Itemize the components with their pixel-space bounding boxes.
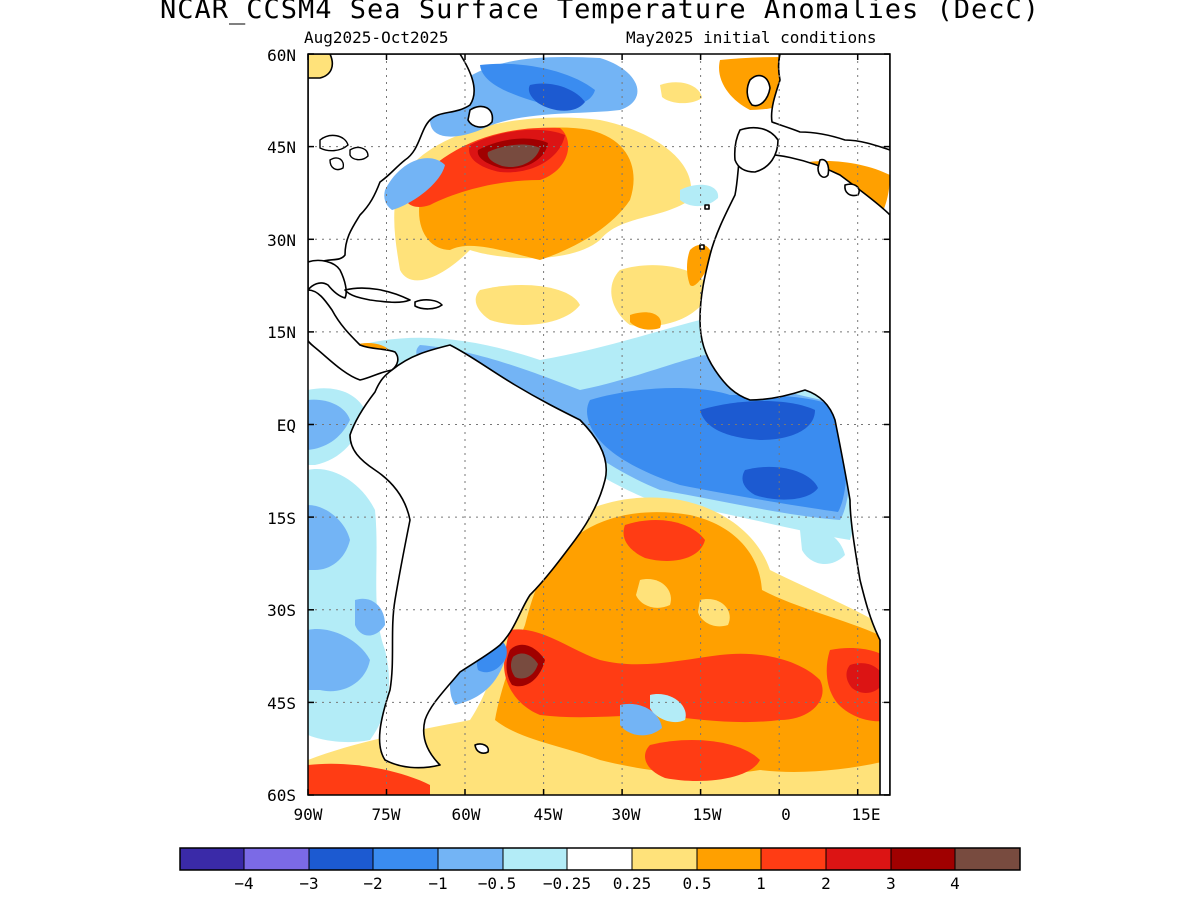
lat-label-1: 45N (267, 138, 296, 157)
lon-label-0: 90W (294, 805, 323, 824)
south-america-land (349, 344, 607, 769)
lat-label-5: 15S (267, 509, 296, 528)
lon-label-3: 45W (534, 805, 563, 824)
british-isles-land (746, 74, 771, 107)
canary-islands (699, 244, 705, 250)
colorbar-label-1: −3 (299, 874, 318, 893)
colorbar-swatch-8 (696, 847, 762, 871)
colorbar-swatch-12 (954, 847, 1021, 871)
graticule (308, 54, 890, 795)
hispaniola-land (414, 299, 443, 310)
colorbar (179, 847, 1021, 871)
colorbar-label-5: −0.25 (543, 874, 591, 893)
sardinia-land (817, 158, 830, 178)
colorbar-swatch-2 (308, 847, 374, 871)
lon-label-5: 15W (693, 805, 722, 824)
land (308, 54, 890, 795)
cuba-land (344, 287, 411, 304)
colorbar-swatch-7 (631, 847, 698, 871)
sicily-land (844, 183, 860, 197)
colorbar-label-0: −4 (234, 874, 253, 893)
lon-label-6: 0 (781, 805, 791, 824)
lat-label-2: 30N (267, 231, 296, 250)
colorbar-label-10: 3 (886, 874, 896, 893)
colorbar-swatch-0 (179, 847, 245, 871)
colorbar-swatch-9 (760, 847, 827, 871)
axis-ticks (307, 53, 890, 796)
lon-label-1: 75W (372, 805, 401, 824)
lon-label-4: 30W (612, 805, 641, 824)
colorbar-swatch-11 (890, 847, 956, 871)
north-america-land (308, 54, 475, 263)
initial-conditions: May2025 initial conditions (626, 28, 877, 47)
colorbar-label-2: −2 (363, 874, 382, 893)
greenland-land (308, 54, 334, 79)
forecast-period: Aug2025-Oct2025 (304, 28, 449, 47)
madeira-land (704, 204, 710, 210)
colorbar-label-8: 1 (756, 874, 766, 893)
colorbar-label-11: 4 (950, 874, 960, 893)
lon-label-7: 15E (852, 805, 881, 824)
central-america-land (308, 289, 399, 381)
map-title: NCAR_CCSM4 Sea Surface Temperature Anoma… (159, 0, 1041, 25)
colorbar-swatch-5 (502, 847, 568, 871)
great-lakes (319, 134, 369, 171)
lat-label-8: 60S (267, 786, 296, 805)
iberia-land (733, 126, 779, 173)
colorbar-label-3: −1 (428, 874, 447, 893)
colorbar-label-7: 0.5 (683, 874, 712, 893)
south-atlantic-anomalies (308, 497, 890, 795)
lat-label-0: 60N (267, 46, 296, 65)
colorbar-swatch-1 (243, 847, 310, 871)
africa-land (699, 152, 890, 795)
lon-label-2: 60W (452, 805, 481, 824)
colorbar-label-4: −0.5 (478, 874, 517, 893)
lat-label-4: EQ (277, 416, 296, 435)
colorbar-swatch-3 (372, 847, 439, 871)
lat-label-3: 15N (267, 323, 296, 342)
lat-label-7: 45S (267, 694, 296, 713)
florida-land (308, 259, 347, 299)
colorbar-frame (179, 847, 1021, 871)
lat-label-6: 30S (267, 601, 296, 620)
colorbar-label-6: 0.25 (613, 874, 652, 893)
colorbar-label-9: 2 (821, 874, 831, 893)
colorbar-swatch-10 (825, 847, 892, 871)
newfoundland-land (467, 105, 494, 128)
colorbar-swatch-6 (566, 847, 633, 871)
europe-land (770, 54, 890, 151)
colorbar-swatch-4 (437, 847, 504, 871)
pacific-anomalies (308, 343, 392, 743)
map-area (308, 54, 890, 795)
falklands-land (474, 743, 490, 754)
